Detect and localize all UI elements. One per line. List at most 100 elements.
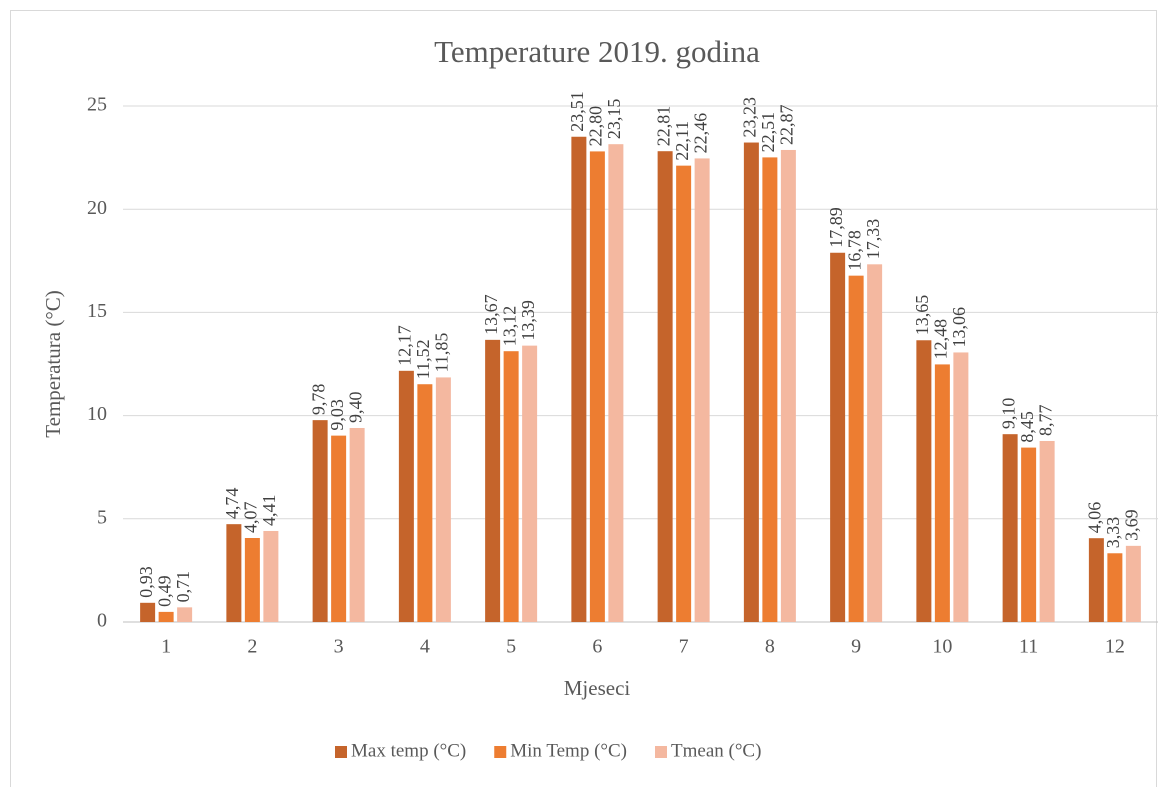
bar <box>226 524 242 622</box>
bar <box>953 352 969 622</box>
data-label: 0,93 <box>136 566 156 598</box>
bar <box>177 607 193 622</box>
bar <box>589 151 605 622</box>
y-tick-label: 15 <box>87 300 107 322</box>
y-tick-label: 10 <box>87 403 107 425</box>
data-label: 17,33 <box>863 219 883 260</box>
bar <box>158 611 174 622</box>
bar <box>1039 440 1055 622</box>
x-axis-title: Mjeseci <box>564 676 631 700</box>
data-label: 3,33 <box>1103 517 1123 549</box>
y-tick-label: 5 <box>97 506 107 528</box>
x-tick-label: 5 <box>506 636 516 658</box>
data-label: 23,51 <box>567 91 587 132</box>
data-label: 13,06 <box>949 307 969 348</box>
bar <box>780 149 796 622</box>
x-tick-label: 3 <box>334 636 344 658</box>
bar <box>571 136 587 622</box>
legend-label: Min Temp (°C) <box>510 740 627 761</box>
legend-label: Max temp (°C) <box>351 740 466 761</box>
chart-title: Temperature 2019. godina <box>434 34 760 69</box>
data-label: 9,03 <box>327 399 347 431</box>
legend-swatch <box>655 746 667 758</box>
y-tick-label: 20 <box>87 197 107 219</box>
data-label: 13,65 <box>912 295 932 336</box>
bar <box>398 370 414 622</box>
bar <box>1125 545 1141 622</box>
data-label: 11,52 <box>413 339 433 379</box>
x-tick-label: 7 <box>679 636 689 658</box>
bar <box>1002 434 1018 622</box>
data-label: 0,49 <box>154 575 174 607</box>
bar <box>312 420 328 622</box>
y-tick-label: 25 <box>87 94 107 116</box>
data-label: 13,67 <box>481 294 501 335</box>
data-label: 12,48 <box>931 319 951 360</box>
bar <box>916 340 932 622</box>
data-label: 8,45 <box>1017 411 1037 443</box>
bar <box>417 384 433 622</box>
bar <box>349 427 365 622</box>
bar <box>140 602 156 622</box>
bar <box>1088 538 1104 622</box>
x-tick-label: 12 <box>1105 636 1125 658</box>
legend-swatch <box>335 746 347 758</box>
data-label: 22,46 <box>690 113 710 154</box>
data-label: 9,40 <box>345 391 365 423</box>
data-label: 4,74 <box>222 488 242 520</box>
data-label: 17,89 <box>826 207 846 248</box>
data-label: 13,39 <box>518 300 538 341</box>
x-tick-label: 2 <box>247 636 257 658</box>
bar <box>830 252 846 622</box>
data-label: 3,69 <box>1122 509 1142 541</box>
data-label: 23,15 <box>604 99 624 140</box>
bar <box>522 345 538 622</box>
x-tick-label: 9 <box>851 636 861 658</box>
x-tick-label: 1 <box>161 636 171 658</box>
x-tick-label: 8 <box>765 636 775 658</box>
bar <box>694 158 710 622</box>
data-label: 4,07 <box>241 501 261 533</box>
x-tick-label: 11 <box>1019 636 1038 658</box>
bar <box>848 275 864 622</box>
bar <box>867 264 883 622</box>
bar <box>485 339 501 622</box>
bar <box>503 351 519 622</box>
data-label: 0,71 <box>173 571 193 603</box>
data-label: 23,23 <box>740 97 760 138</box>
bar <box>934 364 950 622</box>
data-label: 8,77 <box>1035 404 1055 436</box>
data-label: 9,78 <box>308 384 328 416</box>
bar <box>1107 553 1123 622</box>
y-tick-label: 0 <box>97 610 107 632</box>
data-label: 4,06 <box>1085 502 1105 534</box>
data-label: 4,41 <box>259 494 279 526</box>
data-label: 11,85 <box>432 333 452 373</box>
y-axis-title: Temperatura (°C) <box>41 290 65 437</box>
bar <box>263 530 279 622</box>
data-label: 22,87 <box>777 104 797 145</box>
x-tick-label: 6 <box>592 636 602 658</box>
bar <box>657 151 673 622</box>
legend-label: Tmean (°C) <box>671 740 761 761</box>
bar <box>244 537 260 622</box>
x-tick-label: 10 <box>932 636 952 658</box>
data-label: 22,80 <box>586 106 606 147</box>
data-label: 22,81 <box>653 106 673 147</box>
data-label: 13,12 <box>499 306 519 347</box>
data-label: 22,11 <box>672 121 692 161</box>
x-tick-label: 4 <box>420 636 430 658</box>
bar <box>1021 447 1037 622</box>
bar <box>608 144 624 622</box>
bar <box>435 377 451 622</box>
bar <box>331 435 347 622</box>
legend-swatch <box>494 746 507 758</box>
data-label: 9,10 <box>998 398 1018 430</box>
data-label: 22,51 <box>758 112 778 153</box>
bar <box>762 157 778 622</box>
bar <box>676 165 692 622</box>
data-label: 12,17 <box>395 325 415 366</box>
data-label: 16,78 <box>844 230 864 271</box>
bar <box>743 142 759 622</box>
